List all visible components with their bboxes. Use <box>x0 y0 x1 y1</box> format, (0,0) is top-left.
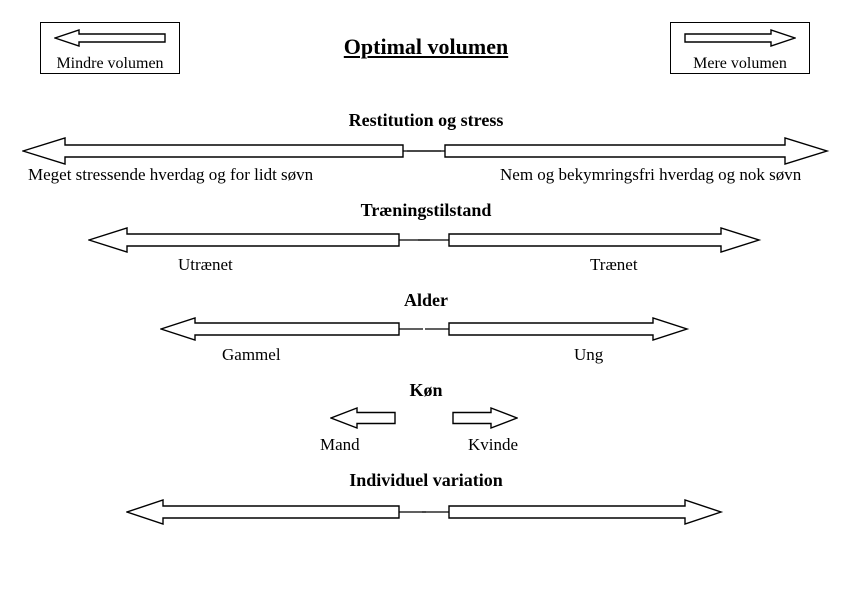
section-2-left-label: Gammel <box>222 346 281 363</box>
section-1-right-label: Trænet <box>590 256 638 273</box>
section-2-left-arrow <box>160 316 424 347</box>
section-3-right-arrow <box>452 406 518 435</box>
section-0-left-label: Meget stressende hverdag og for lidt søv… <box>28 166 313 183</box>
section-2-heading: Alder <box>404 290 448 311</box>
section-4-left-arrow <box>126 498 427 531</box>
legend-left-arrow <box>54 28 166 53</box>
section-4-right-arrow <box>421 498 749 531</box>
section-2-right-label: Ung <box>574 346 603 363</box>
legend-right-label: Mere volumen <box>693 56 787 72</box>
section-2-right-arrow <box>424 316 712 347</box>
section-3-heading: Køn <box>409 380 442 401</box>
section-1-left-label: Utrænet <box>178 256 233 273</box>
legend-right: Mere volumen <box>670 22 810 74</box>
diagram-title: Optimal volumen <box>344 34 508 60</box>
diagram-canvas: Optimal volumen Mindre volumen Mere volu… <box>0 0 852 591</box>
section-0-heading: Restitution og stress <box>349 110 504 131</box>
legend-left-label: Mindre volumen <box>56 56 163 72</box>
section-0-right-label: Nem og bekymringsfri hverdag og nok søvn <box>500 166 801 183</box>
section-3-right-label: Kvinde <box>468 436 518 453</box>
section-3-left-arrow <box>330 406 396 435</box>
section-3-left-label: Mand <box>320 436 360 453</box>
section-1-heading: Træningstilstand <box>361 200 492 221</box>
legend-right-arrow <box>684 28 796 53</box>
legend-left: Mindre volumen <box>40 22 180 74</box>
section-1-left-arrow <box>88 226 431 259</box>
section-4-heading: Individuel variation <box>349 470 503 491</box>
